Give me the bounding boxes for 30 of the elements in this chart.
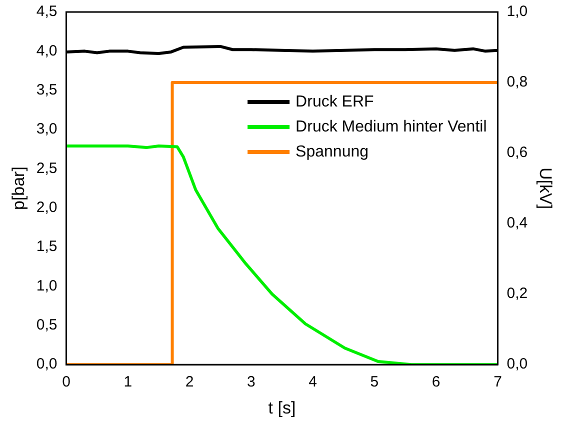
y2-tick-label: 0,2	[506, 285, 528, 302]
x-tick-label: 4	[308, 374, 317, 391]
y-tick-label: 1,0	[36, 277, 58, 294]
x-tick-label: 7	[494, 374, 502, 391]
y2-tick-label: 0,4	[506, 214, 528, 232]
x-tick-label: 3	[247, 374, 256, 391]
x-tick-label: 2	[185, 374, 194, 391]
y-tick-label: 2,0	[36, 199, 58, 216]
y2-tick-label: 0,8	[506, 74, 528, 91]
y-tick-label: 3,0	[36, 120, 58, 138]
y-tick-label: 4,5	[36, 3, 58, 20]
y-tick-label: 2,5	[36, 160, 58, 177]
x-tick-label: 0	[62, 374, 70, 391]
y2-tick-label: 0,6	[506, 144, 528, 162]
x-axis-title: t [s]	[268, 398, 296, 418]
y-tick-label: 0,0	[36, 356, 58, 373]
y-axis-title: p[bar]	[8, 166, 28, 210]
x-tick-label: 1	[124, 374, 132, 391]
legend-label: Druck ERF	[296, 93, 374, 110]
y2-tick-label: 1,0	[506, 3, 528, 20]
x-tick-label: 5	[370, 374, 379, 391]
y2-axis-title: U[kV]	[536, 168, 556, 210]
y-tick-label: 4,0	[36, 42, 58, 60]
y-tick-label: 0,5	[36, 316, 58, 334]
y-tick-label: 1,5	[36, 238, 58, 256]
x-tick-label: 6	[432, 374, 440, 391]
legend-label: Spannung	[296, 143, 369, 160]
y-tick-label: 3,5	[36, 81, 58, 98]
legend-label: Druck Medium hinter Ventil	[296, 118, 487, 136]
y2-tick-label: 0,0	[506, 356, 528, 373]
